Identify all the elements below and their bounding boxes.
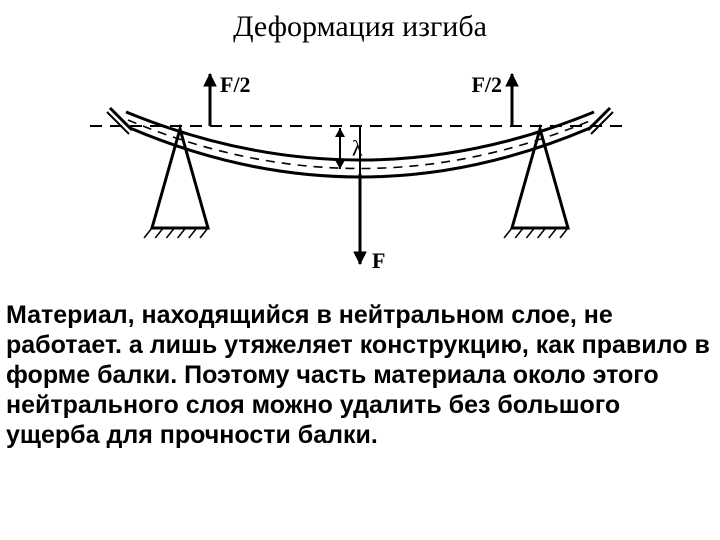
support-left-hatch: [144, 228, 152, 238]
force-arrow-right-head: [506, 74, 518, 86]
bending-diagram-svg: F/2 F/2 Fλ: [80, 56, 640, 286]
force-arrow-center-head: [354, 252, 366, 264]
page-title: Деформация изгиба: [0, 10, 720, 44]
page: Деформация изгиба F/2 F/2 Fλ Материал, нах…: [0, 0, 720, 540]
deflection-marker-head-up: [335, 128, 345, 137]
body-paragraph: Материал, находящийся в нейтральном слое…: [6, 300, 720, 450]
label-force-center: F: [372, 248, 385, 273]
support-right: [512, 129, 568, 228]
bending-diagram: F/2 F/2 Fλ: [80, 56, 640, 286]
force-arrow-left-head: [204, 74, 216, 86]
support-right-hatch: [504, 228, 512, 238]
label-force-right: F/2: [471, 72, 502, 97]
label-deflection: λ: [352, 136, 363, 161]
label-force-left: F/2: [220, 72, 251, 97]
support-left: [152, 129, 208, 228]
